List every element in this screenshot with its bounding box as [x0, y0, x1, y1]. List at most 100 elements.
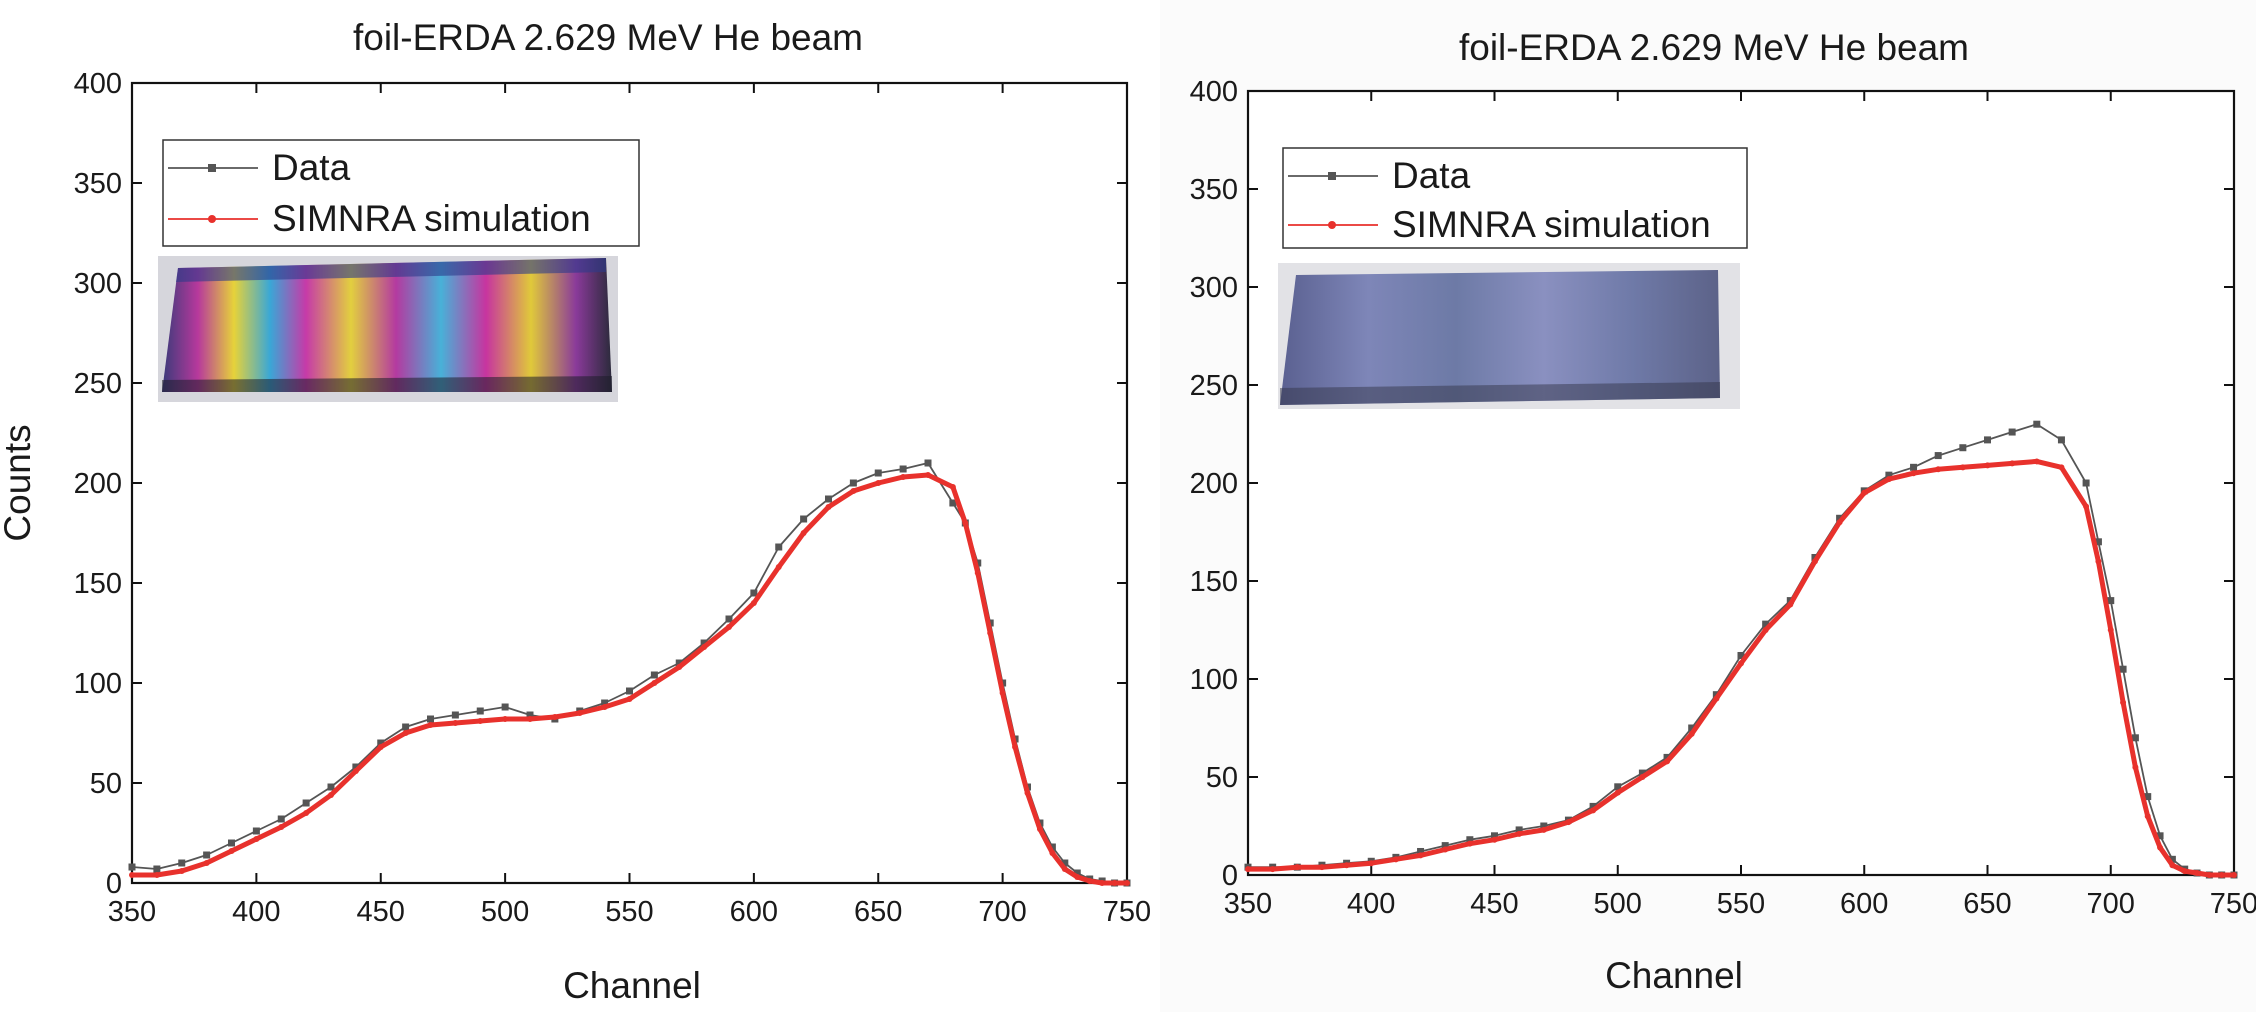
chart-left-panel: foil-ERDA 2.629 MeV He beam Counts Chann… [0, 17, 1152, 1006]
data-point-data [949, 499, 957, 507]
data-point-simnra [1885, 476, 1892, 483]
data-point-data [1466, 836, 1474, 844]
data-point-simnra [1811, 558, 1818, 565]
data-point-simnra [427, 722, 434, 728]
data-point-simnra [1466, 840, 1473, 847]
data-point-simnra [203, 860, 210, 866]
data-point-simnra [129, 872, 135, 878]
x-tick-label: 550 [605, 896, 653, 928]
data-point-simnra [1664, 758, 1671, 765]
legend-label-data: Data [272, 147, 351, 188]
data-point-simnra [1269, 866, 1276, 873]
data-point-simnra [1910, 470, 1917, 477]
data-point-data [700, 639, 708, 647]
data-point-data [601, 699, 609, 707]
x-tick-label: 600 [1840, 888, 1888, 920]
y-tick-label: 350 [74, 168, 122, 200]
data-point-data [1638, 769, 1646, 777]
data-point-data [2131, 734, 2139, 742]
data-point-data [899, 465, 907, 473]
data-point-data [725, 615, 733, 623]
data-point-simnra [1614, 789, 1621, 796]
data-point-simnra [2157, 844, 2164, 851]
data-point-data [203, 851, 211, 859]
chart-right-sample-photo [1278, 263, 1740, 409]
data-point-data [2082, 479, 2090, 487]
data-point-simnra [1049, 850, 1056, 856]
data-point-data [1073, 869, 1081, 877]
chart-left-legend: Data SIMNRA simulation [162, 139, 640, 247]
data-point-simnra [2231, 872, 2237, 878]
data-point-data [1515, 826, 1523, 834]
chart-left-ylabel: Counts [0, 424, 38, 541]
data-point-simnra [278, 824, 285, 830]
data-point-simnra [987, 630, 994, 636]
data-point-simnra [2132, 764, 2139, 771]
data-point-simnra [1738, 660, 1744, 667]
data-point-data [402, 723, 410, 731]
data-point-simnra [1935, 466, 1942, 473]
x-tick-label: 400 [1347, 888, 1395, 920]
y-tick-label: 300 [74, 268, 122, 300]
data-point-data [1663, 753, 1671, 761]
data-point-data [451, 711, 459, 719]
data-point-data [476, 707, 484, 715]
data-point-simnra [328, 792, 334, 798]
data-point-simnra [726, 624, 732, 630]
data-point-data [2144, 793, 2152, 801]
chart-right-title: foil-ERDA 2.629 MeV He beam [1459, 27, 1969, 68]
data-point-simnra [2218, 872, 2225, 878]
y-tick-label: 150 [1190, 566, 1238, 598]
data-point-simnra [2181, 868, 2188, 875]
y-tick-label: 50 [1206, 762, 1238, 794]
x-tick-label: 650 [854, 896, 902, 928]
data-point-simnra [1861, 489, 1868, 496]
legend-label-simnra: SIMNRA simulation [272, 198, 591, 239]
chart-left-title: foil-ERDA 2.629 MeV He beam [353, 17, 863, 58]
y-tick-label: 300 [1190, 272, 1238, 304]
data-point-simnra [2058, 464, 2065, 471]
data-point-simnra [253, 836, 260, 842]
data-point-simnra [1762, 627, 1769, 633]
legend-label-data: Data [1392, 155, 1471, 196]
series-line-simnra [132, 472, 1127, 886]
x-tick-label: 750 [1103, 896, 1151, 928]
data-point-simnra [527, 716, 533, 722]
data-point-simnra [1540, 826, 1547, 833]
data-point-simnra [2033, 458, 2040, 465]
data-point-simnra [228, 848, 235, 854]
data-point-data [526, 711, 534, 719]
data-point-data [825, 495, 832, 503]
data-point-simnra [2169, 862, 2176, 869]
x-tick-label: 600 [730, 896, 778, 928]
data-point-simnra [825, 504, 832, 510]
data-point-simnra [974, 570, 981, 576]
data-point-simnra [402, 730, 409, 736]
x-tick-label: 500 [1594, 888, 1642, 920]
data-point-simnra [651, 680, 658, 686]
data-point-simnra [775, 564, 782, 570]
data-point-data [2107, 597, 2115, 605]
y-tick-label: 0 [1222, 860, 1238, 892]
legend-label-simnra: SIMNRA simulation [1392, 204, 1711, 245]
x-tick-label: 500 [481, 896, 529, 928]
data-point-simnra [925, 472, 931, 478]
data-point-data [2168, 855, 2176, 863]
data-point-data [2094, 538, 2102, 546]
data-point-data [874, 469, 882, 477]
data-point-simnra [1245, 866, 1251, 873]
y-tick-label: 200 [1190, 468, 1238, 500]
data-point-data [302, 799, 310, 807]
data-point-simnra [1590, 807, 1597, 814]
data-point-data [1688, 724, 1696, 732]
data-point-data [800, 515, 808, 523]
data-point-simnra [1417, 852, 1424, 859]
data-point-simnra [601, 704, 608, 710]
chart-left: foil-ERDA 2.629 MeV He beam Counts Chann… [0, 17, 1151, 1006]
data-point-simnra [1787, 601, 1794, 608]
data-point-simnra [1491, 836, 1498, 843]
data-point-data [924, 459, 932, 467]
data-point-data [1441, 842, 1449, 850]
data-point-simnra [875, 480, 882, 486]
data-point-simnra [1012, 744, 1019, 750]
